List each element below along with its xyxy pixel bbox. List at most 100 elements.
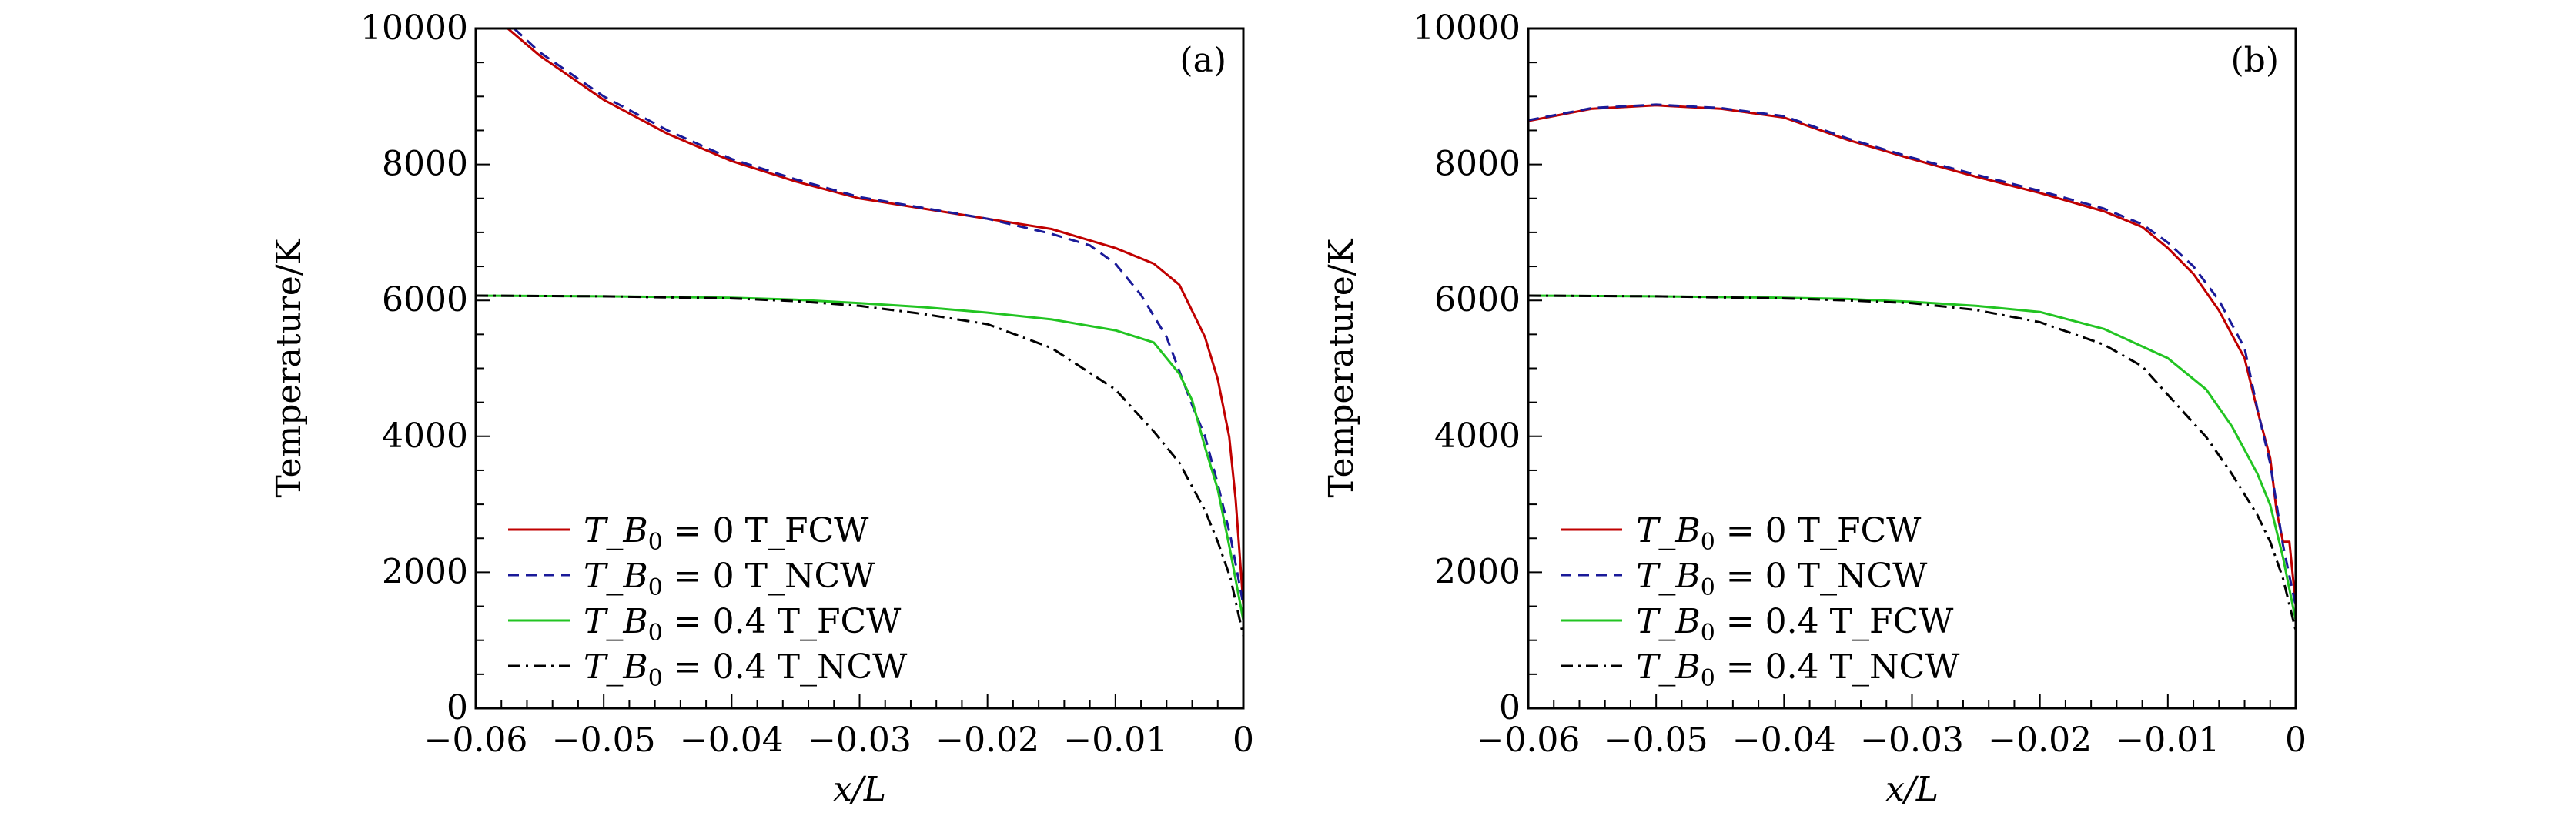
- x-tick-label: −0.02: [1988, 721, 2092, 760]
- legend-label: T_B0 = 0 T_NCW: [584, 557, 875, 601]
- y-tick-label: 2000: [382, 552, 468, 591]
- legend-suffix: T_FCW: [1798, 511, 1922, 550]
- legend-value: 0.4: [713, 647, 767, 687]
- y-tick-label: 8000: [382, 145, 468, 184]
- legend-item: T_B0 = 0 T_FCW: [508, 511, 869, 556]
- x-tick-label: −0.01: [1063, 721, 1167, 760]
- legend-suffix: T_NCW: [1798, 557, 1929, 596]
- series-line-2: [1528, 294, 2296, 621]
- x-tick-label: −0.04: [1732, 721, 1836, 760]
- legend-var: T_B: [1636, 557, 1701, 596]
- legend-value: 0: [1765, 511, 1787, 550]
- legend-var: T_B: [584, 647, 648, 687]
- legend-eq: =: [1715, 511, 1765, 550]
- legend-label: T_B0 = 0 T_FCW: [584, 511, 869, 556]
- legend-space: [767, 647, 778, 687]
- series-line-1: [1528, 103, 2296, 607]
- legend-label: T_B0 = 0.4 T_FCW: [584, 602, 902, 647]
- legend-eq: =: [1715, 602, 1765, 641]
- legend-subscript: 0: [1701, 574, 1715, 601]
- x-axis-label: x/L: [833, 770, 886, 809]
- panel-b: −0.06 −0.05 −0.04 −0.03 −0.02 −0.01 0 0 2000 4000…: [1322, 8, 2307, 809]
- legend-value: 0: [713, 557, 734, 596]
- legend-suffix: T_NCW: [1830, 647, 1961, 687]
- legend-item: T_B0 = 0.4 T_FCW: [1561, 602, 1954, 647]
- y-tick-label: 8000: [1434, 145, 1521, 184]
- legend-space: [1819, 647, 1830, 687]
- legend-label: T_B0 = 0 T_FCW: [1636, 511, 1922, 556]
- x-tick-label: −0.02: [935, 721, 1039, 760]
- x-tick-label: −0.06: [1477, 721, 1581, 760]
- x-tick-label: −0.03: [808, 721, 912, 760]
- legend-space: [1819, 602, 1830, 641]
- legend-subscript: 0: [1701, 529, 1715, 556]
- legend-eq: =: [1715, 557, 1765, 596]
- legend-suffix: T_FCW: [1830, 602, 1955, 641]
- y-tick-label: 0: [1499, 688, 1521, 727]
- legend-eq: =: [1715, 647, 1765, 687]
- legend-label: T_B0 = 0.4 T_NCW: [1636, 647, 1960, 692]
- panel-label: (b): [2231, 41, 2280, 80]
- legend-suffix: T_NCW: [745, 557, 876, 596]
- legend-value: 0.4: [1765, 602, 1819, 641]
- legend-label: T_B0 = 0.4 T_FCW: [1636, 602, 1954, 647]
- y-tick-label: 6000: [1434, 280, 1521, 319]
- legend-space: [1787, 557, 1798, 596]
- legend-item: T_B0 = 0.4 T_FCW: [508, 602, 902, 647]
- y-tick-label: 4000: [382, 416, 468, 456]
- legend-var: T_B: [584, 602, 648, 641]
- x-tick-label: 0: [2285, 721, 2307, 760]
- legend-suffix: T_NCW: [778, 647, 908, 687]
- x-tick-label: −0.04: [680, 721, 784, 760]
- series-line-3: [1528, 294, 2296, 631]
- legend-label: T_B0 = 0 T_NCW: [1636, 557, 1928, 601]
- legend-eq: =: [663, 557, 713, 596]
- legend-space: [1787, 511, 1798, 550]
- y-axis-label: Temperature/K: [269, 238, 309, 497]
- legend-value: 0: [713, 511, 734, 550]
- x-tick-label: −0.06: [424, 721, 528, 760]
- legend-value: 0.4: [1765, 647, 1819, 687]
- series-line-1: [513, 28, 1243, 606]
- legend-label: T_B0 = 0.4 T_NCW: [584, 647, 908, 692]
- legend-eq: =: [663, 511, 713, 550]
- legend-var: T_B: [584, 557, 648, 596]
- legend-item: T_B0 = 0.4 T_NCW: [1561, 647, 1960, 692]
- x-axis-label: x/L: [1885, 770, 1939, 809]
- legend-subscript: 0: [1701, 620, 1715, 647]
- legend-suffix: T_FCW: [778, 602, 902, 641]
- y-tick-label: 4000: [1434, 416, 1521, 456]
- x-tick-label: −0.03: [1860, 721, 1964, 760]
- legend-item: T_B0 = 0.4 T_NCW: [508, 647, 908, 692]
- legend-item: T_B0 = 0 T_NCW: [508, 557, 875, 601]
- legend-subscript: 0: [648, 574, 663, 601]
- legend-eq: =: [663, 602, 713, 641]
- legend-subscript: 0: [648, 529, 663, 556]
- panel-a: −0.06 −0.05 −0.04 −0.03 −0.02 −0.01 0 0 2000 4000…: [269, 8, 1254, 809]
- panel-label: (a): [1179, 41, 1226, 80]
- legend-value: 0: [1765, 557, 1787, 596]
- y-tick-label: 0: [447, 688, 468, 727]
- y-tick-label: 10000: [1413, 8, 1521, 48]
- legend-value: 0.4: [713, 602, 767, 641]
- legend-subscript: 0: [648, 620, 663, 647]
- series-line-0: [507, 28, 1243, 605]
- x-tick-label: −0.01: [2116, 721, 2220, 760]
- legend-subscript: 0: [1701, 665, 1715, 692]
- legend-var: T_B: [1636, 511, 1701, 550]
- legend-eq: =: [663, 647, 713, 687]
- series-line-3: [476, 294, 1243, 637]
- y-tick-label: 10000: [360, 8, 468, 48]
- legend-subscript: 0: [648, 665, 663, 692]
- legend-item: T_B0 = 0 T_NCW: [1561, 557, 1928, 601]
- x-tick-label: −0.05: [552, 721, 656, 760]
- legend-var: T_B: [1636, 647, 1701, 687]
- legend-space: [734, 511, 745, 550]
- y-tick-label: 2000: [1434, 552, 1521, 591]
- legend-space: [767, 602, 778, 641]
- y-tick-label: 6000: [382, 280, 468, 319]
- legend-space: [734, 557, 745, 596]
- y-axis-label: Temperature/K: [1322, 238, 1361, 497]
- legend-var: T_B: [584, 511, 648, 550]
